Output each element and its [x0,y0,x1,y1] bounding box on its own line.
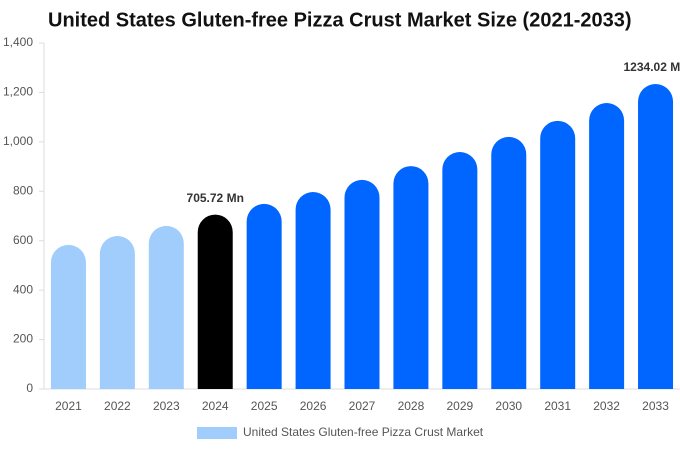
x-tick-label: 2029 [446,399,473,413]
x-tick-label: 2027 [349,399,376,413]
bar [99,236,135,389]
chart-title: United States Gluten-free Pizza Crust Ma… [48,9,632,31]
value-label: 705.72 Mn [187,191,244,205]
y-tick-label: 600 [13,233,33,247]
legend-label: United States Gluten-free Pizza Crust Ma… [243,425,484,439]
x-tick-label: 2026 [300,399,327,413]
bar [638,84,674,389]
x-tick-label: 2028 [398,399,425,413]
bar [148,225,184,389]
x-tick-label: 2031 [544,399,571,413]
x-tick-label: 2033 [642,399,669,413]
legend-swatch [197,427,237,439]
y-tick-label: 0 [26,381,33,395]
x-tick-label: 2024 [202,399,229,413]
x-tick-label: 2022 [104,399,131,413]
bar [491,136,527,389]
y-tick-label: 1,400 [3,35,33,49]
bar [295,192,331,389]
x-tick-label: 2021 [55,399,82,413]
bar [344,179,380,389]
bar [197,214,233,389]
y-tick-label: 1,200 [3,85,33,99]
y-tick-label: 200 [13,332,33,346]
bar [393,166,429,389]
value-label: 1234.02 Mn [624,60,680,74]
y-tick-label: 800 [13,183,33,197]
bar [589,103,625,389]
x-tick-label: 2030 [495,399,522,413]
x-tick-label: 2023 [153,399,180,413]
x-tick-label: 2032 [593,399,620,413]
y-tick-label: 400 [13,282,33,296]
bar [246,203,282,389]
y-tick-label: 1,000 [3,134,33,148]
bar [442,151,478,389]
bar [540,120,576,389]
x-tick-label: 2025 [251,399,278,413]
bar [50,244,86,389]
